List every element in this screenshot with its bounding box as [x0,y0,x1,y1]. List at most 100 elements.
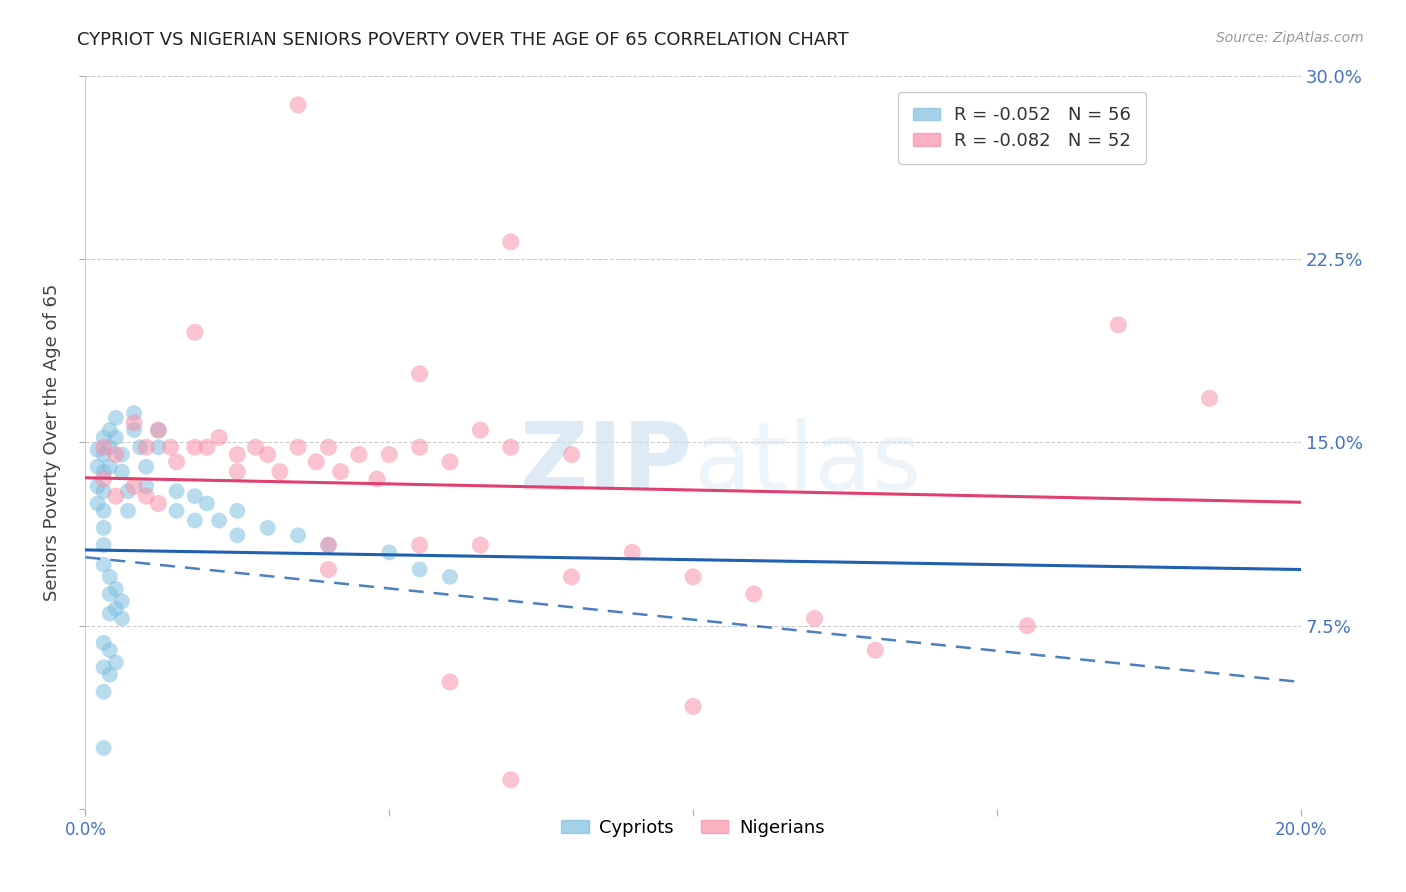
Point [148,423,170,437]
Point [93,660,115,674]
Point [104,430,127,444]
Point [98,459,121,474]
Point [104,656,127,670]
Point [408,538,430,552]
Point [621,545,644,559]
Point [104,582,127,596]
Point [208,514,231,528]
Point [86,442,108,457]
Point [1107,318,1129,332]
Point [93,741,115,756]
Point [135,440,157,454]
Point [682,570,704,584]
Point [184,326,207,340]
Point [159,440,181,454]
Point [111,465,134,479]
Point [1198,392,1220,406]
Point [226,528,249,542]
Text: ZIP: ZIP [520,418,693,510]
Point [226,448,249,462]
Point [318,440,340,454]
Point [98,440,121,454]
Point [560,448,582,462]
Text: atlas: atlas [693,418,921,510]
Point [742,587,765,601]
Point [98,643,121,657]
Point [287,528,309,542]
Point [269,465,291,479]
Point [470,538,492,552]
Point [93,465,115,479]
Point [93,521,115,535]
Point [305,455,328,469]
Point [148,440,170,454]
Point [93,440,115,454]
Point [135,489,157,503]
Point [93,472,115,486]
Point [129,440,152,454]
Point [98,587,121,601]
Point [499,235,522,249]
Point [98,667,121,681]
Text: CYPRIOT VS NIGERIAN SENIORS POVERTY OVER THE AGE OF 65 CORRELATION CHART: CYPRIOT VS NIGERIAN SENIORS POVERTY OVER… [77,31,849,49]
Point [93,484,115,499]
Point [111,611,134,625]
Legend: Cypriots, Nigerians: Cypriots, Nigerians [554,812,832,844]
Point [226,504,249,518]
Point [166,455,188,469]
Point [93,636,115,650]
Point [122,479,145,493]
Point [166,504,188,518]
Y-axis label: Seniors Poverty Over the Age of 65: Seniors Poverty Over the Age of 65 [44,284,60,601]
Point [287,98,309,112]
Point [195,496,218,510]
Point [682,699,704,714]
Point [499,440,522,454]
Point [318,562,340,576]
Point [439,455,461,469]
Point [111,448,134,462]
Point [86,459,108,474]
Point [104,448,127,462]
Point [803,611,825,625]
Point [93,448,115,462]
Point [439,570,461,584]
Point [184,514,207,528]
Point [366,472,388,486]
Point [287,440,309,454]
Point [122,423,145,437]
Point [93,538,115,552]
Point [148,496,170,510]
Point [148,423,170,437]
Point [117,504,139,518]
Point [104,410,127,425]
Point [98,423,121,437]
Point [166,484,188,499]
Point [560,570,582,584]
Point [378,545,401,559]
Point [408,367,430,381]
Point [408,562,430,576]
Point [93,430,115,444]
Point [104,489,127,503]
Point [439,675,461,690]
Text: Source: ZipAtlas.com: Source: ZipAtlas.com [1216,31,1364,45]
Point [226,465,249,479]
Point [135,459,157,474]
Point [86,496,108,510]
Point [470,423,492,437]
Point [93,685,115,699]
Point [245,440,267,454]
Point [117,484,139,499]
Point [499,772,522,787]
Point [122,416,145,430]
Point [98,607,121,621]
Point [1017,618,1039,632]
Point [135,479,157,493]
Point [195,440,218,454]
Point [256,521,278,535]
Point [93,558,115,572]
Point [98,570,121,584]
Point [93,504,115,518]
Point [208,430,231,444]
